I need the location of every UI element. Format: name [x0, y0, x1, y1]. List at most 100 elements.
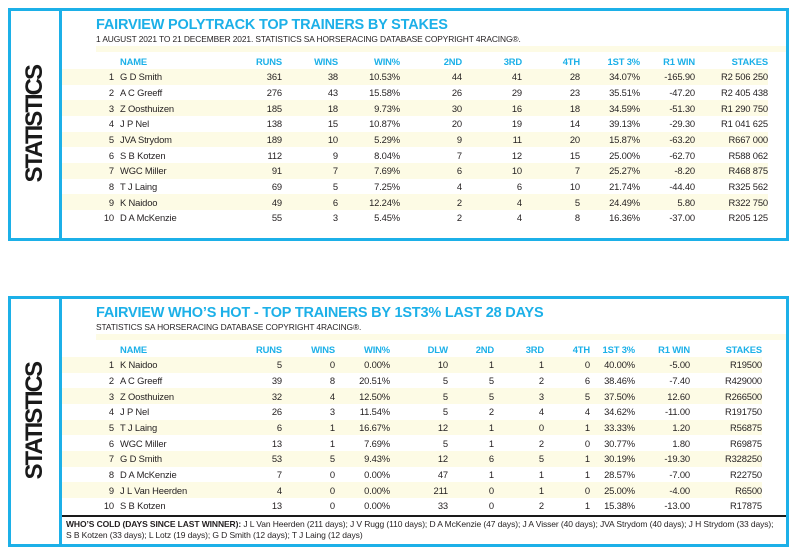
stat-cell: 55 [271, 212, 282, 224]
column-header-rank [62, 54, 114, 69]
stat-cell: 12 [437, 453, 448, 465]
stat-cell: -51.30 [669, 102, 695, 114]
rank-cell: 2 [108, 86, 114, 98]
stat-cell: 1 [329, 437, 335, 449]
table-row: 2 A C Greeff 276 43 15.58% 26 29 23 35.51% -47.20… [62, 85, 768, 101]
stat-cell: 0 [584, 437, 590, 449]
stat-cell: 0.00% [364, 484, 390, 496]
trainer-name-cell: WGC Miller [120, 165, 167, 177]
stat-cell: 10.87% [369, 118, 400, 130]
stat-cell: 15.38% [604, 500, 635, 512]
stat-cell: 15.87% [609, 133, 640, 145]
stat-cell: 5 [329, 453, 335, 465]
stat-cell: 5 [276, 359, 282, 371]
stat-cell: 91 [271, 165, 282, 177]
stat-cell: 6 [276, 421, 282, 433]
table-row: 7 G D Smith 53 5 9.43% 12 6 5 1 30.19% -19.30 R3282… [62, 451, 762, 467]
stat-cell: 6 [516, 181, 522, 193]
column-header-3rd: 3RD [503, 55, 522, 67]
stat-cell: 10.53% [369, 71, 400, 83]
table-row: 6 S B Kotzen 112 9 8.04% 7 12 15 25.00% -62.70 R58… [62, 147, 768, 163]
table-row: 5 JVA Strydom 189 10 5.29% 9 11 20 15.87% -63.20 R… [62, 131, 769, 148]
stat-cell: 0 [538, 421, 544, 433]
trainer-name-cell: T J Laing [120, 421, 158, 433]
column-header-wins: WINS [311, 343, 335, 355]
stat-cell: 5 [584, 390, 590, 402]
column-header-4th: 4TH [562, 55, 580, 67]
stat-cell: -37.00 [669, 212, 695, 224]
stat-cell: 20 [451, 118, 462, 130]
stat-cell: 1 [584, 453, 590, 465]
stat-cell: -62.70 [669, 149, 695, 161]
stat-cell: R2 405 438 [721, 86, 768, 98]
stat-cell: 5 [488, 374, 494, 386]
table-row: 1 G D Smith 361 38 10.53% 44 41 28 34.07% -165.90… [62, 68, 768, 85]
header-row: NAME RUNS WINS WIN% 2ND 3RD 4TH 1ST 3% R… [62, 54, 768, 69]
stat-cell: 0 [329, 484, 335, 496]
rank-cell: 10 [103, 212, 114, 224]
stat-cell: 33.33% [604, 421, 635, 433]
column-header-1st3pct: 1ST 3% [602, 343, 636, 355]
stat-cell: -8.20 [674, 165, 695, 177]
stat-cell: -19.30 [664, 453, 690, 465]
stat-cell: 1 [329, 421, 335, 433]
trainer-name-cell: D A McKenzie [120, 469, 177, 481]
stat-cell: 29 [511, 86, 522, 98]
decorative-stripe-2 [96, 333, 786, 340]
stat-cell: -13.00 [664, 500, 690, 512]
stat-cell: 30.77% [604, 437, 635, 449]
stat-cell: 35.51% [609, 86, 640, 98]
rank-cell: 4 [108, 406, 114, 418]
rank-cell: 5 [108, 421, 114, 433]
stat-cell: 15 [569, 149, 580, 161]
stat-cell: 5 [442, 437, 448, 449]
polytrack-trainers-table: NAME RUNS WINS WIN% 2ND 3RD 4TH 1ST 3% R… [62, 54, 768, 226]
stat-cell: 53 [271, 453, 282, 465]
panel1-subtitle: 1 AUGUST 2021 TO 21 DECEMBER 2021. STATI… [96, 34, 521, 45]
table-row: 9 J L Van Heerden 4 0 0.00% 211 0 1 0 25.00% -4.00… [62, 482, 762, 499]
trainer-name-cell: J P Nel [120, 118, 149, 130]
whos-hot-trainers-table: NAME RUNS WINS WIN% DLW 2ND 3RD 4TH 1ST … [62, 342, 762, 514]
stat-cell: 18 [327, 102, 338, 114]
stat-cell: 16.67% [359, 421, 390, 433]
stat-cell: 3 [329, 406, 335, 418]
stat-cell: 2 [456, 196, 462, 208]
stat-cell: 138 [266, 118, 282, 130]
stat-cell: 11.54% [359, 406, 390, 418]
column-header-winpct: WIN% [374, 55, 400, 67]
stat-cell: 4 [584, 406, 590, 418]
stat-cell: 5 [442, 406, 448, 418]
stat-cell: 34.59% [609, 102, 640, 114]
trainer-name-cell: D A McKenzie [120, 212, 177, 224]
stat-cell: R667 000 [728, 133, 769, 145]
stat-cell: 9.73% [374, 102, 400, 114]
stat-cell: R17875 [730, 500, 762, 512]
stat-cell: 13 [271, 437, 282, 449]
trainer-name-cell: Z Oosthuizen [120, 390, 174, 402]
whos-hot-content: FAIRVIEW WHO’S HOT - TOP TRAINERS BY 1ST… [62, 299, 786, 544]
stat-cell: 10 [437, 359, 448, 371]
table-row: 4 J P Nel 26 3 11.54% 5 2 4 4 34.62% -11.00 R191750 [62, 404, 762, 420]
stat-cell: 0 [329, 469, 335, 481]
stat-cell: -11.00 [665, 406, 690, 418]
stat-cell: 7 [276, 469, 282, 481]
whos-cold-label: WHO’S COLD (DAYS SINCE LAST WINNER): [66, 518, 242, 529]
stat-cell: 1 [488, 359, 494, 371]
stat-cell: 38 [327, 71, 338, 83]
stat-cell: 43 [327, 86, 338, 98]
stat-cell: 49 [271, 196, 282, 208]
stat-cell: 10 [511, 165, 522, 177]
decorative-stripe [96, 45, 786, 52]
stat-cell: 26 [451, 86, 462, 98]
column-header-2nd: 2ND [443, 55, 462, 67]
rank-cell: 6 [108, 149, 114, 161]
stat-cell: 5.45% [374, 212, 400, 224]
table-row: 8 D A McKenzie 7 0 0.00% 47 1 1 1 28.57% -7.00 R227… [62, 467, 762, 483]
stat-cell: 5 [538, 453, 544, 465]
stat-cell: -165.90 [664, 71, 695, 83]
stat-cell: 1 [538, 469, 544, 481]
stat-cell: 5 [442, 374, 448, 386]
stat-cell: 12.24% [369, 196, 400, 208]
stat-cell: 361 [266, 71, 282, 83]
